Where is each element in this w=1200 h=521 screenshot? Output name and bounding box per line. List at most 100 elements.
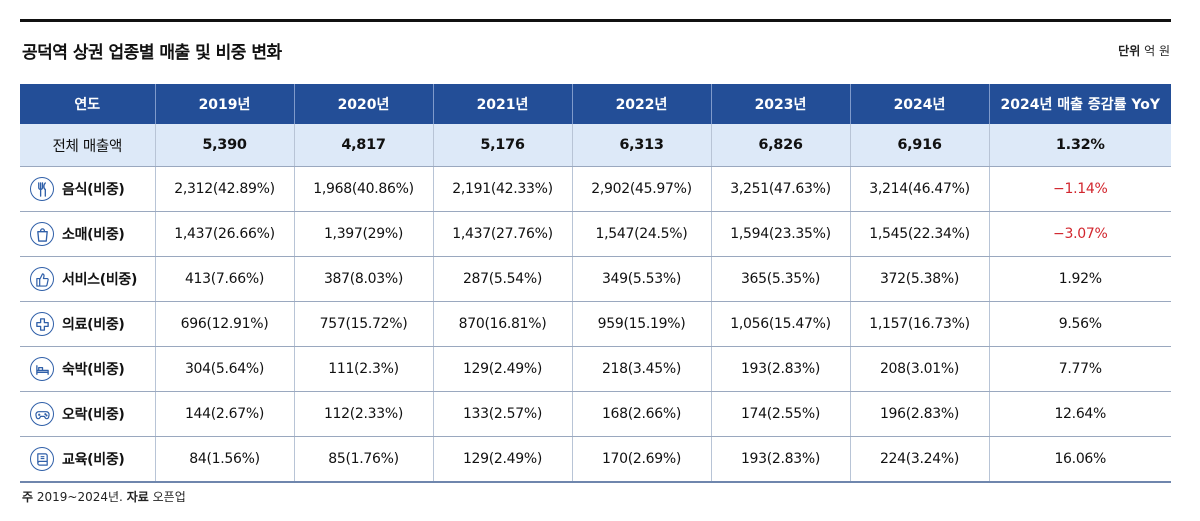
footnote-source-label: 자료 <box>126 490 149 504</box>
table-cell: 84(1.56%) <box>154 436 294 483</box>
table-cell: 5,390 <box>154 124 294 167</box>
table-cell: 6,916 <box>849 124 989 167</box>
footnote-note-label: 주 <box>22 490 34 504</box>
table-cell: 959(15.19%) <box>571 301 711 347</box>
table-cell: 1,594(23.35%) <box>710 211 850 257</box>
table-cell: 1,437(27.76%) <box>432 211 572 257</box>
table-cell: 2,312(42.89%) <box>154 166 294 212</box>
category-cell: 음식(비중) <box>20 166 155 212</box>
top-rule <box>20 19 1171 22</box>
table-row: 숙박(비중) 304(5.64%) 111(2.3%) 129(2.49%) 218(3… <box>20 346 1171 392</box>
yoy-cell: 1.32% <box>988 124 1171 167</box>
yoy-cell: 9.56% <box>988 301 1171 347</box>
yoy-cell: −1.14% <box>988 166 1171 212</box>
yoy-cell: 12.64% <box>988 391 1171 437</box>
table-cell: 1,157(16.73%) <box>849 301 989 347</box>
header-row: 연도 2019년 2020년 2021년 2022년 2023년 2024년 2… <box>20 84 1171 124</box>
table-cell: 349(5.53%) <box>571 256 711 302</box>
table-cell: 3,251(47.63%) <box>710 166 850 212</box>
table-cell: 870(16.81%) <box>432 301 572 347</box>
table-row: 교육(비중) 84(1.56%) 85(1.76%) 129(2.49%) 170(2.… <box>20 436 1171 483</box>
table-cell: 112(2.33%) <box>293 391 433 437</box>
total-row: 전체 매출액 5,390 4,817 5,176 6,313 6,826 6,9… <box>20 124 1171 167</box>
table-row: 의료(비중) 696(12.91%) 757(15.72%) 870(16.81%) 9… <box>20 301 1171 347</box>
unit-label-key: 단위 <box>1118 44 1141 58</box>
category-label: 숙박(비중) <box>62 362 125 378</box>
footnote-source: 오픈업 <box>152 490 186 504</box>
utensils-icon <box>30 177 54 201</box>
yoy-cell: 16.06% <box>988 436 1171 483</box>
category-cell: 의료(비중) <box>20 301 155 347</box>
page-title: 공덕역 상권 업종별 매출 및 비중 변화 <box>22 43 282 63</box>
category-label: 음식(비중) <box>62 182 125 198</box>
unit-label: 단위 억 원 <box>1118 42 1170 59</box>
table-cell: 218(3.45%) <box>571 346 711 392</box>
category-label: 오락(비중) <box>62 407 125 423</box>
category-cell: 오락(비중) <box>20 391 155 437</box>
table-cell: 413(7.66%) <box>154 256 294 302</box>
yoy-cell: 1.92% <box>988 256 1171 302</box>
header-cell: 2021년 <box>432 84 572 124</box>
table-cell: 757(15.72%) <box>293 301 433 347</box>
category-label: 소매(비중) <box>62 227 125 243</box>
table-cell: 85(1.76%) <box>293 436 433 483</box>
category-label: 의료(비중) <box>62 317 125 333</box>
table-cell: 168(2.66%) <box>571 391 711 437</box>
header-cell: 2024년 매출 증감률 YoY <box>988 84 1171 124</box>
table-cell: 224(3.24%) <box>849 436 989 483</box>
book-icon <box>30 447 54 471</box>
yoy-cell: 7.77% <box>988 346 1171 392</box>
table-cell: 3,214(46.47%) <box>849 166 989 212</box>
table-cell: 129(2.49%) <box>432 346 572 392</box>
header-cell: 2020년 <box>293 84 433 124</box>
table-cell: 1,397(29%) <box>293 211 433 257</box>
shopping-bag-icon <box>30 222 54 246</box>
total-row-label: 전체 매출액 <box>20 124 155 167</box>
table-cell: 6,313 <box>571 124 711 167</box>
category-cell: 숙박(비중) <box>20 346 155 392</box>
table-row: 서비스(비중) 413(7.66%) 387(8.03%) 287(5.54%) 349… <box>20 256 1171 302</box>
unit-label-value: 억 원 <box>1144 44 1170 58</box>
table-cell: 174(2.55%) <box>710 391 850 437</box>
table-cell: 365(5.35%) <box>710 256 850 302</box>
category-label: 서비스(비중) <box>62 272 138 288</box>
category-cell: 소매(비중) <box>20 211 155 257</box>
table-cell: 1,056(15.47%) <box>710 301 850 347</box>
header-cell: 연도 <box>20 84 155 124</box>
sales-table: 연도 2019년 2020년 2021년 2022년 2023년 2024년 2… <box>20 84 1171 483</box>
table-cell: 133(2.57%) <box>432 391 572 437</box>
table-row: 음식(비중) 2,312(42.89%) 1,968(40.86%) 2,191(42… <box>20 166 1171 212</box>
table-cell: 304(5.64%) <box>154 346 294 392</box>
table-cell: 170(2.69%) <box>571 436 711 483</box>
medical-cross-icon <box>30 312 54 336</box>
header-cell: 2024년 <box>849 84 989 124</box>
table-cell: 4,817 <box>293 124 433 167</box>
table-cell: 193(2.83%) <box>710 346 850 392</box>
table-cell: 196(2.83%) <box>849 391 989 437</box>
gamepad-icon <box>30 402 54 426</box>
table-cell: 6,826 <box>710 124 850 167</box>
header-cell: 2023년 <box>710 84 850 124</box>
footnote-note: 2019~2024년. <box>36 490 123 504</box>
table-cell: 1,547(24.5%) <box>571 211 711 257</box>
table-cell: 1,968(40.86%) <box>293 166 433 212</box>
table-cell: 2,191(42.33%) <box>432 166 572 212</box>
table-cell: 372(5.38%) <box>849 256 989 302</box>
table-cell: 208(3.01%) <box>849 346 989 392</box>
category-cell: 교육(비중) <box>20 436 155 483</box>
table-cell: 111(2.3%) <box>293 346 433 392</box>
thumbs-up-icon <box>30 267 54 291</box>
header-cell: 2022년 <box>571 84 711 124</box>
bed-icon <box>30 357 54 381</box>
table-cell: 144(2.67%) <box>154 391 294 437</box>
table-cell: 5,176 <box>432 124 572 167</box>
table-cell: 287(5.54%) <box>432 256 572 302</box>
table-cell: 193(2.83%) <box>710 436 850 483</box>
table-cell: 1,437(26.66%) <box>154 211 294 257</box>
category-label: 교육(비중) <box>62 452 125 468</box>
table-cell: 2,902(45.97%) <box>571 166 711 212</box>
header-cell: 2019년 <box>154 84 294 124</box>
table-row: 소매(비중) 1,437(26.66%) 1,397(29%) 1,437(27.76… <box>20 211 1171 257</box>
footnote: 주 2019~2024년. 자료 오픈업 <box>22 488 186 505</box>
table-cell: 387(8.03%) <box>293 256 433 302</box>
